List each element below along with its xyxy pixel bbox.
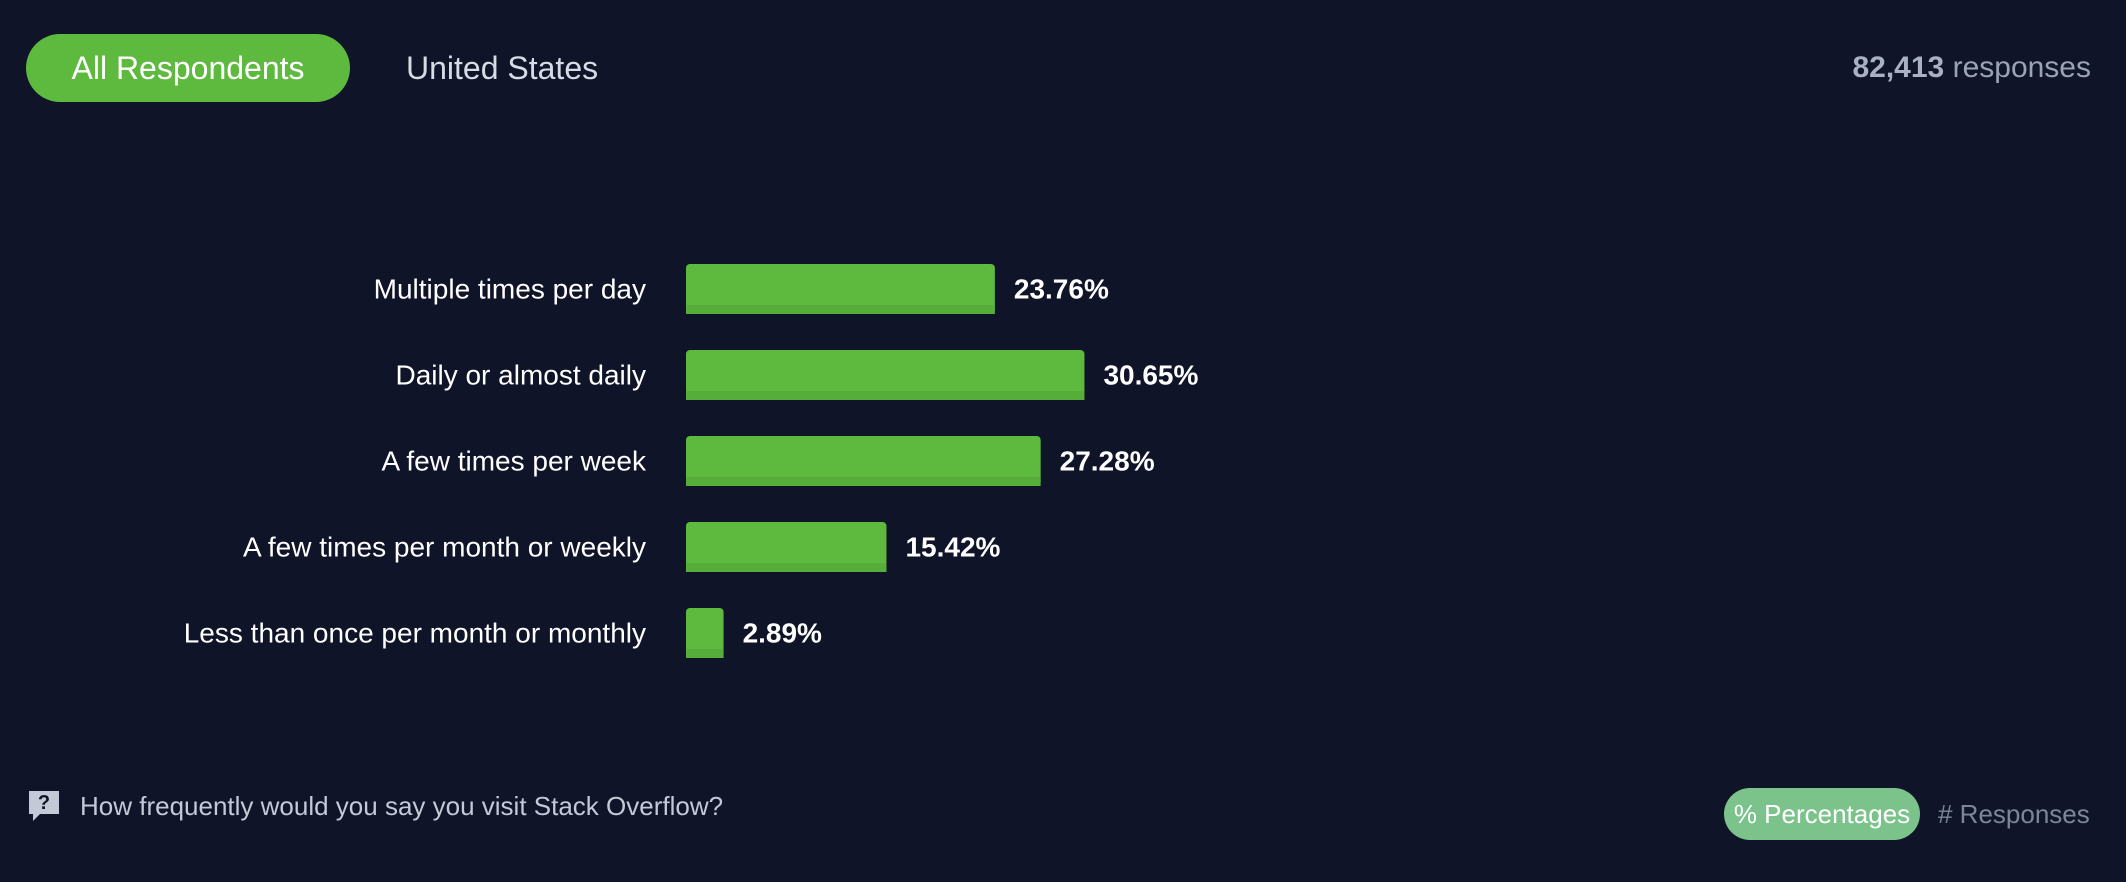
toggle-percentages[interactable]: % Percentages xyxy=(1724,788,1920,840)
bar-shadow xyxy=(686,477,1041,486)
bar-chart: Multiple times per day 23.76% Daily or alm… xyxy=(184,264,1199,658)
responses-count: 82,413 responses xyxy=(1852,34,2091,102)
question-bubble-icon: ? xyxy=(29,791,59,821)
bar-category-label: Less than once per month or monthly xyxy=(184,618,646,649)
bar-shadow xyxy=(686,563,887,572)
bar-category-label: A few times per week xyxy=(381,446,647,477)
bar-shadow xyxy=(686,391,1085,400)
bar-shadow xyxy=(686,305,995,314)
svg-text:?: ? xyxy=(38,792,50,814)
bar-value-label: 23.76% xyxy=(1014,274,1109,305)
bar-value-label: 2.89% xyxy=(743,618,822,649)
bar[interactable] xyxy=(686,436,1041,486)
toggle-responses[interactable]: # Responses xyxy=(1938,799,2090,829)
tab-all-respondents[interactable]: All Respondents xyxy=(26,34,350,102)
bar-value-label: 27.28% xyxy=(1060,446,1155,477)
bar-category-label: A few times per month or weekly xyxy=(243,532,646,563)
bar-category-label: Daily or almost daily xyxy=(395,360,646,391)
responses-count-number: 82,413 xyxy=(1852,51,1945,84)
bar-shadow xyxy=(686,649,724,658)
bar[interactable] xyxy=(686,522,887,572)
bar[interactable] xyxy=(686,350,1085,400)
bar-category-label: Multiple times per day xyxy=(374,274,646,305)
bar[interactable] xyxy=(686,264,995,314)
survey-question-text: How frequently would you say you visit S… xyxy=(80,790,724,821)
responses-count-label: responses xyxy=(1952,51,2091,84)
tab-united-states[interactable]: United States xyxy=(406,50,599,86)
survey-question: ? How frequently would you say you visit… xyxy=(26,784,723,828)
bar[interactable] xyxy=(686,608,724,658)
bar-value-label: 15.42% xyxy=(905,532,1000,563)
bar-value-label: 30.65% xyxy=(1103,360,1198,391)
